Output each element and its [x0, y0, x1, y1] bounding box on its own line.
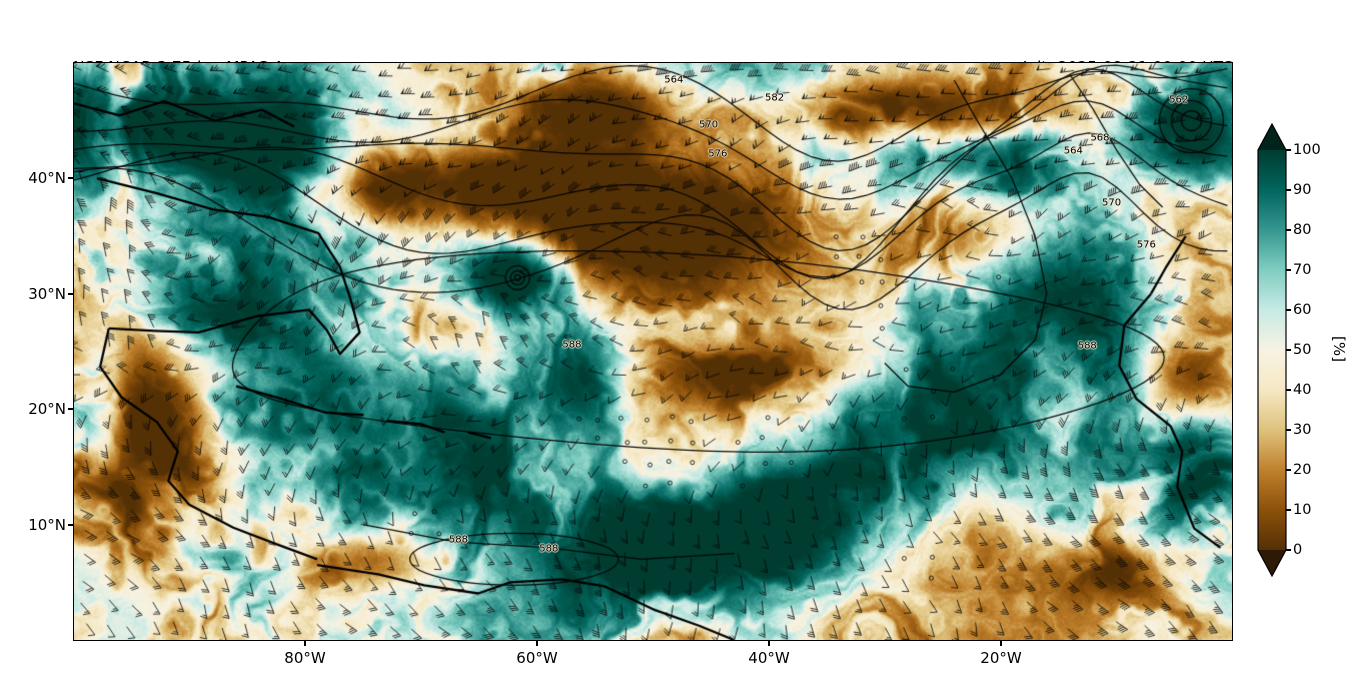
x-axis-tick-label: 20°W	[980, 649, 1022, 667]
colorbar-tick-label: 100	[1293, 142, 1321, 158]
y-axis-tick-label: 10°N	[28, 516, 66, 534]
colorbar-tick-label: 10	[1293, 502, 1312, 518]
colorbar-unit-label: [%]	[1329, 336, 1348, 362]
colorbar-tick-mark	[1286, 429, 1291, 431]
x-axis-tick-mark	[768, 641, 770, 646]
contours-winds-canvas	[74, 63, 1232, 640]
colorbar-tick-label: 30	[1293, 422, 1312, 438]
y-axis-tick-label: 30°N	[28, 285, 66, 303]
colorbar-tick-label: 40	[1293, 382, 1312, 398]
colorbar-tick-mark	[1286, 349, 1291, 351]
x-axis-tick-label: 40°W	[748, 649, 790, 667]
colorbar-tick-mark	[1286, 269, 1291, 271]
x-axis-tick-mark	[304, 641, 306, 646]
y-axis-tick-label: 20°N	[28, 400, 66, 418]
colorbar-tick-label: 20	[1293, 462, 1312, 478]
colorbar-tick-label: 70	[1293, 262, 1312, 278]
colorbar-tick-mark	[1286, 309, 1291, 311]
x-axis-tick-mark	[1000, 641, 1002, 646]
y-axis-tick-label: 40°N	[28, 169, 66, 187]
colorbar-tick-mark	[1286, 189, 1291, 191]
colorbar-tick-mark	[1286, 389, 1291, 391]
colorbar-tick-label: 60	[1293, 302, 1312, 318]
x-axis-tick-mark	[536, 641, 538, 646]
colorbar-tick-mark	[1286, 469, 1291, 471]
y-axis-tick-mark	[68, 524, 73, 526]
colorbar-tick-label: 80	[1293, 222, 1312, 238]
colorbar-tick-mark	[1286, 509, 1291, 511]
y-axis-tick-mark	[68, 293, 73, 295]
colorbar-tick-label: 0	[1293, 542, 1303, 558]
colorbar-tick-mark	[1286, 149, 1291, 151]
x-axis-tick-label: 60°W	[516, 649, 558, 667]
colorbar-tick-mark	[1286, 549, 1291, 551]
colorbar-tick-label: 90	[1293, 182, 1312, 198]
colorbar-svg	[1257, 122, 1287, 578]
y-axis-tick-mark	[68, 408, 73, 410]
colorbar-tick-mark	[1286, 229, 1291, 231]
colorbar-tick-label: 50	[1293, 342, 1312, 358]
colorbar	[1257, 122, 1287, 579]
x-axis-tick-label: 80°W	[284, 649, 326, 667]
map-panel: 564 570 576 582 588 588 588 588 564 568 570 576 562	[73, 62, 1233, 641]
y-axis-tick-mark	[68, 177, 73, 179]
